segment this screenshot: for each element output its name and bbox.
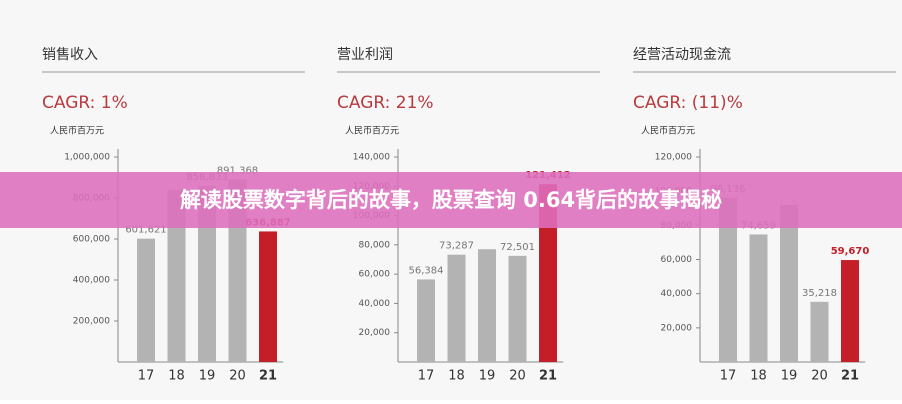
banner-text: 解读股票数字背后的故事，股票查询 0.64背后的故事揭秘 <box>180 188 722 212</box>
x-tick-label: 21 <box>259 369 277 384</box>
x-tick-label: 20 <box>229 369 246 384</box>
value-label: 891,368 <box>217 165 258 176</box>
value-label: 56,384 <box>409 265 444 276</box>
value-label: 59,670 <box>831 246 870 257</box>
bar <box>417 279 435 362</box>
bar <box>447 254 466 362</box>
x-tick-label: 20 <box>811 369 828 384</box>
unit-label: 人民币百万元 <box>345 126 399 137</box>
x-tick-label: 21 <box>841 369 859 384</box>
unit-label: 人民币百万元 <box>50 126 104 137</box>
y-tick-label: 60,000 <box>359 270 391 280</box>
x-tick-label: 18 <box>750 369 767 384</box>
chart-title: 营业利润 <box>337 47 393 63</box>
x-tick-label: 19 <box>479 369 496 384</box>
x-tick-label: 18 <box>168 369 185 384</box>
x-tick-label: 19 <box>781 369 798 384</box>
banner <box>0 172 902 228</box>
bar <box>167 189 186 362</box>
value-label: 72,501 <box>500 242 535 253</box>
y-tick-label: 60,000 <box>661 255 693 265</box>
y-tick-label: 120,000 <box>655 153 692 163</box>
y-tick-label: 20,000 <box>359 328 391 338</box>
bar <box>198 185 216 362</box>
cagr: CAGR: 1% <box>42 93 128 113</box>
bar <box>780 204 798 362</box>
cagr: CAGR: (11)% <box>633 93 743 113</box>
x-tick-label: 17 <box>418 369 435 384</box>
x-tick-label: 19 <box>199 369 216 384</box>
x-tick-label: 17 <box>138 369 155 384</box>
chart-title: 经营活动现金流 <box>633 47 731 63</box>
bar <box>259 231 277 362</box>
unit-label: 人民币百万元 <box>641 126 695 137</box>
value-label: 73,287 <box>439 241 474 252</box>
cagr: CAGR: 21% <box>337 93 434 113</box>
bar <box>508 255 527 362</box>
y-tick-label: 200,000 <box>73 317 110 327</box>
bar <box>810 301 829 362</box>
y-tick-label: 80,000 <box>359 240 391 250</box>
bar <box>478 249 496 362</box>
bar <box>539 184 557 362</box>
bar <box>749 234 768 362</box>
y-tick-label: 20,000 <box>661 323 693 333</box>
value-label: 35,218 <box>802 288 837 299</box>
x-tick-label: 17 <box>720 369 737 384</box>
chart-title: 销售收入 <box>42 47 98 63</box>
y-tick-label: 400,000 <box>73 276 110 286</box>
bar <box>137 238 155 362</box>
y-tick-label: 600,000 <box>73 235 110 245</box>
y-tick-label: 40,000 <box>359 299 391 309</box>
x-tick-label: 21 <box>539 369 557 384</box>
y-tick-label: 1,000,000 <box>64 153 110 163</box>
y-tick-label: 40,000 <box>661 289 693 299</box>
bar <box>719 197 737 362</box>
value-label: 601,621 <box>125 225 166 236</box>
bar <box>841 260 859 362</box>
x-tick-label: 18 <box>448 369 465 384</box>
x-tick-label: 20 <box>509 369 526 384</box>
y-tick-label: 140,000 <box>353 153 390 163</box>
